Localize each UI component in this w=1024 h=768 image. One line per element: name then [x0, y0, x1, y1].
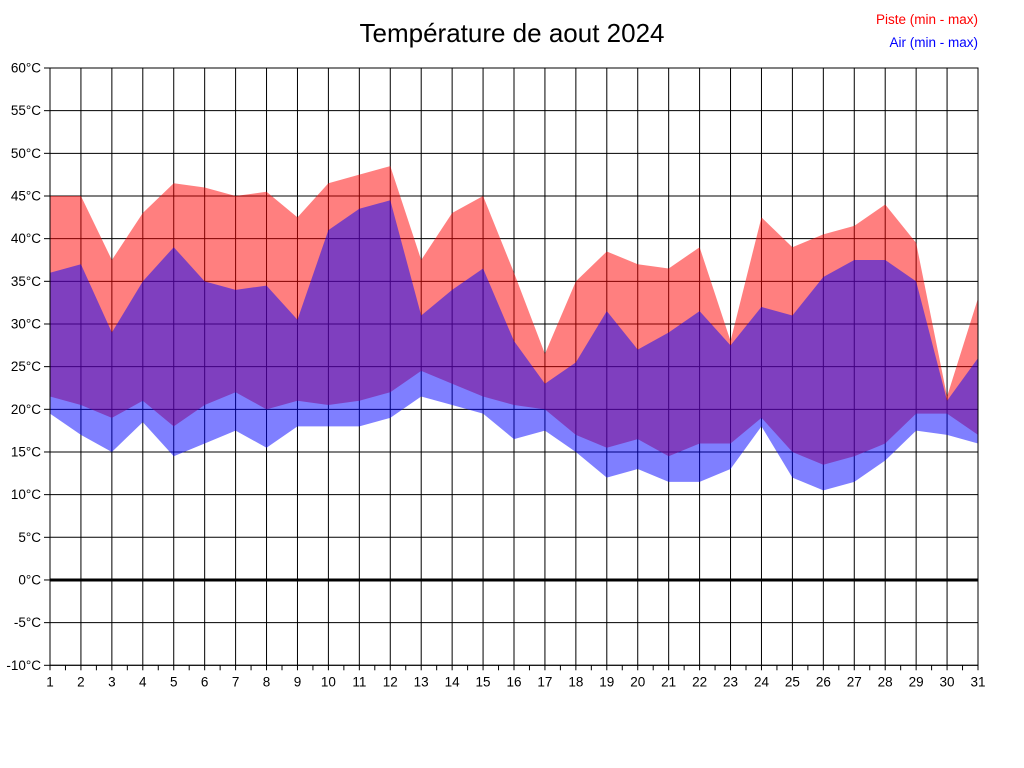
svg-text:8: 8 [263, 674, 271, 689]
svg-text:7: 7 [232, 674, 240, 689]
svg-text:40°C: 40°C [11, 231, 41, 246]
svg-text:10: 10 [321, 674, 336, 689]
svg-text:6: 6 [201, 674, 209, 689]
svg-text:22: 22 [692, 674, 707, 689]
svg-text:30: 30 [940, 674, 955, 689]
svg-text:11: 11 [352, 674, 366, 689]
svg-text:0°C: 0°C [18, 572, 41, 587]
svg-text:5°C: 5°C [18, 530, 41, 545]
svg-text:20: 20 [630, 674, 645, 689]
air-band-area [50, 200, 978, 491]
svg-text:23: 23 [723, 674, 738, 689]
svg-text:28: 28 [878, 674, 893, 689]
svg-text:3: 3 [108, 674, 116, 689]
svg-text:17: 17 [537, 674, 552, 689]
svg-text:12: 12 [383, 674, 398, 689]
svg-text:-10°C: -10°C [6, 658, 41, 673]
svg-text:27: 27 [847, 674, 862, 689]
svg-text:20°C: 20°C [11, 402, 41, 417]
svg-text:55°C: 55°C [11, 103, 41, 118]
svg-text:14: 14 [445, 674, 461, 689]
svg-text:29: 29 [909, 674, 924, 689]
svg-text:15: 15 [476, 674, 491, 689]
svg-text:13: 13 [414, 674, 429, 689]
svg-text:-5°C: -5°C [14, 615, 41, 630]
svg-text:25: 25 [785, 674, 800, 689]
svg-text:15°C: 15°C [11, 444, 41, 459]
y-axis-tick-labels: 60°C 55°C 50°C 45°C 40°C 35°C 30°C 25°C 20°C 15°C… [6, 61, 41, 673]
svg-text:10°C: 10°C [11, 487, 41, 502]
svg-text:9: 9 [294, 674, 302, 689]
svg-text:45°C: 45°C [11, 188, 41, 203]
legend-item-piste: Piste (min - max) [875, 12, 978, 27]
svg-text:21: 21 [661, 674, 676, 689]
svg-text:25°C: 25°C [11, 359, 41, 374]
svg-text:35°C: 35°C [11, 274, 41, 289]
page-title: Température de aout 2024 [359, 18, 665, 48]
axis-ticks [44, 67, 979, 671]
svg-text:4: 4 [139, 674, 147, 689]
svg-text:19: 19 [599, 674, 614, 689]
svg-text:1: 1 [46, 674, 54, 689]
svg-text:30°C: 30°C [11, 316, 41, 331]
svg-text:50°C: 50°C [11, 146, 41, 161]
svg-text:2: 2 [77, 674, 85, 689]
svg-text:18: 18 [568, 674, 583, 689]
svg-text:16: 16 [506, 674, 521, 689]
legend: Piste (min - max) Air (min - max) [876, 8, 978, 54]
legend-item-air: Air (min - max) [889, 35, 979, 50]
svg-text:26: 26 [816, 674, 831, 689]
svg-text:31: 31 [970, 674, 985, 689]
x-axis-tick-labels: 1 2 3 4 5 6 7 8 9 10 11 12 13 14 15 16 17 18 19 20 21 22 23 24 2… [46, 674, 985, 689]
svg-text:60°C: 60°C [11, 61, 41, 76]
svg-text:24: 24 [754, 674, 770, 689]
svg-text:5: 5 [170, 674, 178, 689]
